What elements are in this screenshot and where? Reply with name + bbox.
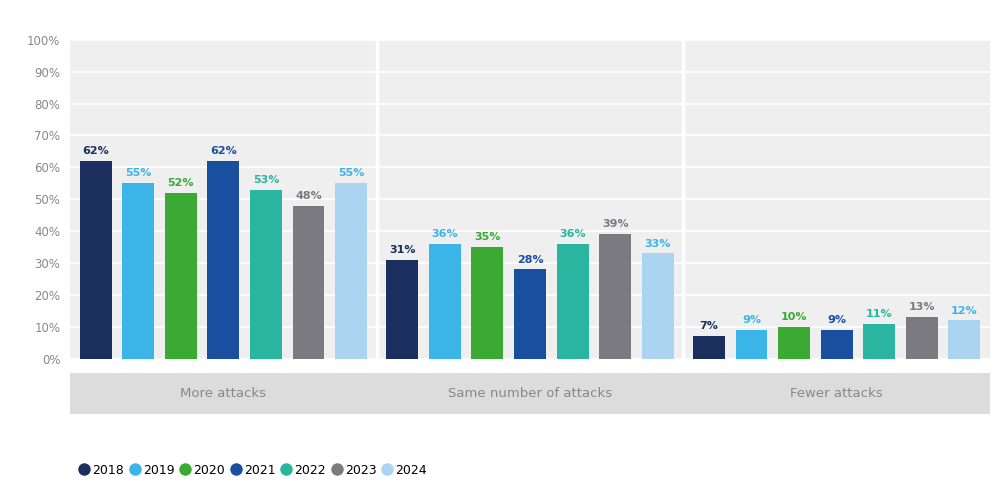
- Text: 53%: 53%: [253, 175, 279, 185]
- Bar: [642, 253, 674, 359]
- Text: 33%: 33%: [645, 239, 671, 249]
- Text: 62%: 62%: [82, 146, 109, 156]
- Text: 10%: 10%: [781, 312, 807, 322]
- Bar: [948, 320, 980, 359]
- Bar: [906, 317, 938, 359]
- Bar: [693, 336, 725, 359]
- Text: 7%: 7%: [699, 322, 718, 332]
- FancyBboxPatch shape: [377, 373, 683, 414]
- Text: 39%: 39%: [602, 220, 628, 230]
- Text: 55%: 55%: [338, 168, 364, 178]
- Text: 48%: 48%: [295, 191, 322, 201]
- Text: 62%: 62%: [210, 146, 237, 156]
- Legend: 2018, 2019, 2020, 2021, 2022, 2023, 2024: 2018, 2019, 2020, 2021, 2022, 2023, 2024: [76, 459, 432, 482]
- Text: Same number of attacks: Same number of attacks: [448, 387, 612, 400]
- Text: Fewer attacks: Fewer attacks: [790, 387, 883, 400]
- Bar: [293, 206, 324, 359]
- Bar: [863, 324, 895, 359]
- Bar: [207, 161, 239, 359]
- Text: 35%: 35%: [474, 232, 501, 242]
- FancyBboxPatch shape: [683, 373, 990, 414]
- Text: 36%: 36%: [559, 229, 586, 239]
- Bar: [429, 244, 461, 359]
- Text: 13%: 13%: [909, 302, 935, 312]
- Bar: [514, 269, 546, 359]
- Text: 11%: 11%: [866, 309, 893, 319]
- Text: More attacks: More attacks: [180, 387, 266, 400]
- Bar: [778, 327, 810, 359]
- Bar: [736, 330, 767, 359]
- Bar: [471, 247, 503, 359]
- Bar: [335, 183, 367, 359]
- Bar: [599, 234, 631, 359]
- Text: 55%: 55%: [125, 168, 151, 178]
- Text: 9%: 9%: [827, 315, 846, 325]
- Bar: [250, 190, 282, 359]
- Text: 28%: 28%: [517, 254, 543, 264]
- Text: 52%: 52%: [167, 178, 194, 188]
- Bar: [821, 330, 853, 359]
- Text: 36%: 36%: [432, 229, 458, 239]
- Bar: [386, 260, 418, 359]
- Text: 12%: 12%: [951, 306, 978, 316]
- Text: 9%: 9%: [742, 315, 761, 325]
- FancyBboxPatch shape: [70, 373, 377, 414]
- Bar: [80, 161, 112, 359]
- Bar: [165, 193, 197, 359]
- Bar: [122, 183, 154, 359]
- Text: 31%: 31%: [389, 245, 415, 255]
- Bar: [557, 244, 589, 359]
